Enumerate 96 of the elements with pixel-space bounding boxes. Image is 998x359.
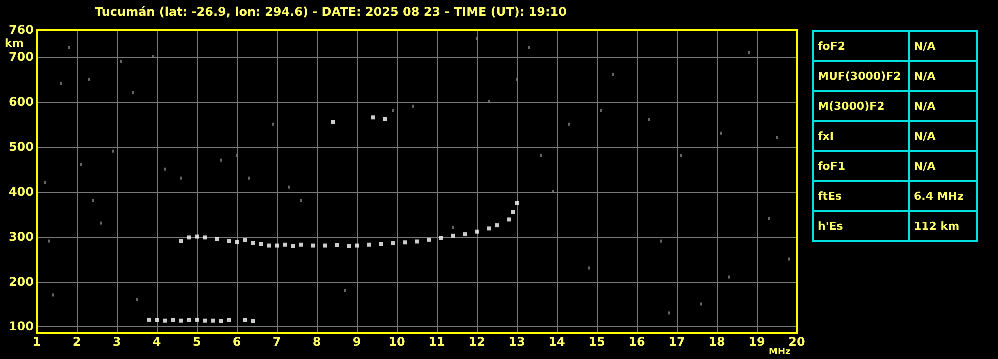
x-tick-label: 17 — [668, 335, 686, 349]
point — [195, 234, 199, 239]
point — [179, 318, 183, 323]
x-tick-label: 2 — [72, 335, 82, 349]
point — [203, 318, 207, 323]
x-tick-label: 19 — [748, 335, 766, 349]
category-label: MUF(3000)F2 — [813, 61, 909, 91]
point — [251, 319, 255, 324]
category-label: ftEs — [813, 181, 909, 211]
y-tick-label: 500 — [8, 140, 34, 154]
x-tick-label: 3 — [112, 335, 122, 349]
y-tick-label: 300 — [8, 230, 34, 244]
point — [383, 117, 387, 122]
x-tick-label: 6 — [232, 335, 242, 349]
point — [227, 239, 231, 244]
point — [163, 318, 167, 323]
point — [243, 318, 247, 322]
x-tick-label: 14 — [548, 335, 566, 349]
point — [475, 230, 479, 234]
point — [299, 242, 303, 247]
point — [227, 318, 231, 322]
point — [275, 244, 279, 248]
point — [487, 226, 491, 231]
point — [235, 240, 239, 244]
point — [203, 236, 207, 240]
x-tick-label: 5 — [192, 335, 202, 349]
x-tick-label: 12 — [468, 335, 486, 349]
text: N/A — [914, 40, 936, 52]
x-tick-label: 16 — [628, 335, 646, 349]
point — [147, 318, 151, 322]
point — [347, 244, 351, 248]
point — [311, 244, 315, 248]
x-tick-label: 8 — [312, 335, 322, 349]
point — [463, 232, 467, 237]
x-tick-label: 9 — [352, 335, 362, 349]
point — [415, 240, 419, 244]
x-axis-title: MHz — [769, 348, 791, 358]
x-tick-label: 10 — [388, 335, 406, 349]
x-tick-label: 13 — [508, 335, 526, 349]
point — [155, 318, 159, 322]
point — [283, 242, 287, 247]
text: 6.4 MHz — [914, 190, 964, 202]
point — [507, 218, 511, 222]
x-tick-label: 4 — [152, 335, 162, 349]
x-tick-label: 20 — [788, 335, 806, 349]
point — [187, 236, 191, 240]
point — [211, 318, 215, 323]
point — [267, 244, 271, 248]
category-label: foF2 — [813, 31, 909, 61]
point — [355, 244, 359, 248]
point — [171, 318, 175, 322]
point — [323, 244, 327, 248]
point — [451, 234, 455, 238]
x-tick-label: 1 — [32, 335, 42, 349]
x-tick-label: 18 — [708, 335, 726, 349]
category-label: h'Es — [813, 211, 909, 241]
text: N/A — [914, 100, 936, 112]
text: N/A — [914, 70, 936, 82]
point — [367, 242, 371, 247]
text: N/A — [914, 130, 936, 142]
point — [515, 201, 519, 206]
point — [259, 242, 263, 246]
point — [251, 241, 255, 246]
point — [179, 239, 183, 244]
point — [219, 319, 223, 324]
point — [495, 224, 499, 228]
point — [379, 242, 383, 246]
x-tick-label: 15 — [588, 335, 606, 349]
y-tick-label: 200 — [8, 274, 34, 289]
point — [195, 318, 199, 322]
category-label: fxI — [813, 121, 909, 151]
point — [391, 242, 395, 246]
point — [511, 210, 515, 214]
point — [187, 318, 191, 322]
y-tick-label: 400 — [8, 184, 34, 199]
point — [243, 238, 247, 242]
y-tick-label: 700 — [8, 50, 34, 64]
text: N/A — [914, 160, 936, 172]
category-label: M(3000)F2 — [813, 91, 909, 121]
point — [291, 244, 295, 248]
y-tick-label: 600 — [8, 94, 34, 109]
y-tick-label: 100 — [8, 320, 34, 334]
point — [335, 243, 339, 248]
point — [439, 236, 443, 240]
chart-title: Tucumán (lat: -26.9, lon: 294.6) - DATE: 2025 08 23 - TIME (UT): 19:10 — [95, 5, 567, 19]
x-tick-label: 7 — [272, 335, 282, 349]
point — [427, 238, 431, 242]
point — [371, 116, 375, 120]
point — [331, 120, 335, 124]
text: 112 km — [914, 220, 960, 232]
y-tick-label: 760 — [8, 23, 34, 37]
x-tick-label: 11 — [428, 335, 446, 349]
point — [403, 240, 407, 245]
point — [215, 237, 219, 242]
category-label: foF1 — [813, 151, 909, 181]
y-axis-title: km — [5, 37, 24, 50]
